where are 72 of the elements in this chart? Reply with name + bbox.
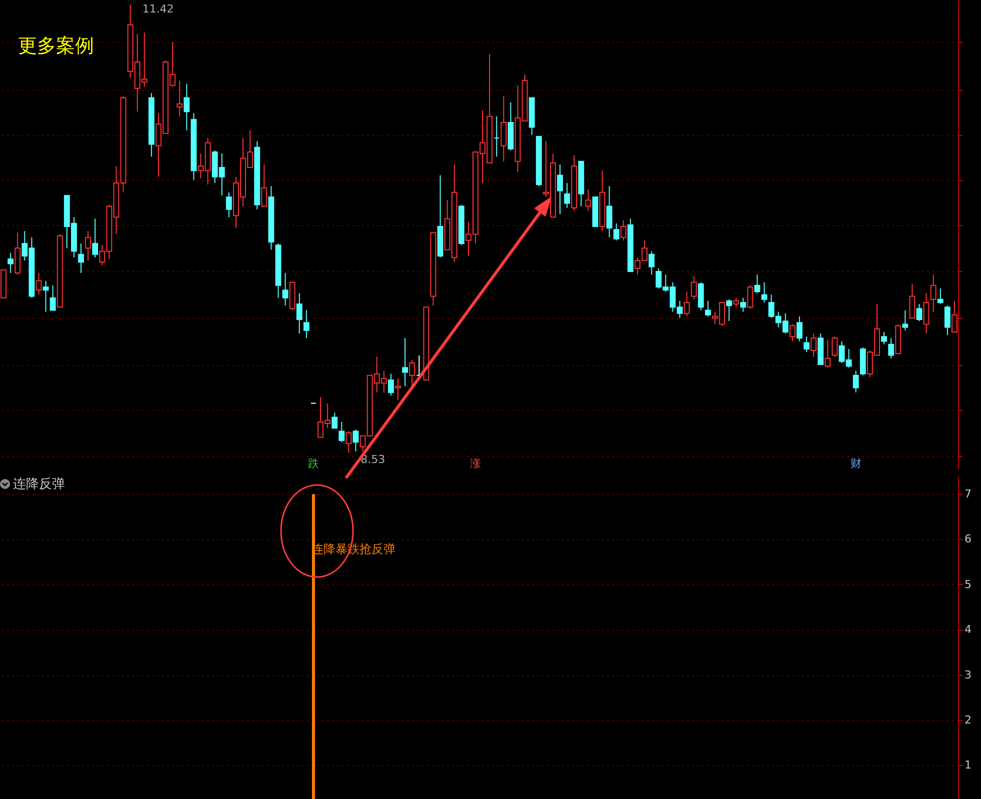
candlestick xyxy=(296,292,302,334)
annotation: 跌 xyxy=(308,457,319,470)
candlestick xyxy=(937,288,944,305)
candlestick xyxy=(952,300,958,332)
candlestick xyxy=(388,373,394,396)
candlestick xyxy=(690,276,697,300)
candlestick xyxy=(8,252,14,274)
candlestick xyxy=(733,297,740,308)
candlestick xyxy=(888,338,894,359)
candlestick xyxy=(790,324,796,342)
candlestick xyxy=(352,429,359,452)
candlestick xyxy=(881,331,887,345)
annotation: 涨 xyxy=(470,457,481,470)
candlestick xyxy=(810,333,817,358)
candlestick xyxy=(930,274,936,312)
candlestick xyxy=(402,338,408,387)
candlestick xyxy=(796,316,802,342)
candlestick xyxy=(804,336,810,353)
candlestick xyxy=(346,430,352,454)
candlestick xyxy=(85,230,92,262)
candlestick xyxy=(303,310,310,339)
candlestick xyxy=(613,222,620,241)
annotation: 财 xyxy=(850,457,862,470)
candlestick xyxy=(747,284,754,310)
y-tick-label: 3 xyxy=(964,668,972,682)
candlestick xyxy=(494,116,500,158)
candlestick xyxy=(606,186,612,238)
candlestick xyxy=(761,282,768,303)
candlestick xyxy=(754,274,760,294)
candlestick xyxy=(824,339,831,368)
candlestick xyxy=(50,284,56,311)
y-tick-label: 6 xyxy=(964,532,972,546)
y-tick-label: 5 xyxy=(964,578,972,591)
candlestick xyxy=(916,304,922,322)
candlestick xyxy=(902,310,908,331)
candlestick xyxy=(282,272,288,306)
candlestick xyxy=(923,292,930,334)
candlestick xyxy=(564,182,570,208)
candlestick xyxy=(338,421,345,443)
candlestick xyxy=(648,250,655,276)
candlestick xyxy=(852,370,859,393)
candlestick xyxy=(585,188,592,212)
y-tick-label: 7 xyxy=(964,488,972,501)
candlestick xyxy=(704,300,711,317)
candlestick xyxy=(944,305,950,336)
candlestick xyxy=(332,412,338,429)
y-tick-label: 4 xyxy=(964,623,972,636)
candlestick xyxy=(557,164,563,215)
candlestick xyxy=(176,80,183,117)
candlestick xyxy=(42,280,49,312)
candlestick xyxy=(226,192,232,218)
y-tick-label: 2 xyxy=(964,713,972,726)
candlestick xyxy=(698,282,704,311)
candlestick xyxy=(78,243,84,274)
candlestick xyxy=(500,96,507,162)
candlestick xyxy=(184,83,190,131)
candlestick xyxy=(416,354,422,378)
annotation: 11.42 xyxy=(142,2,174,16)
candlestick xyxy=(92,218,98,258)
candlestick xyxy=(832,336,838,358)
candlestick xyxy=(620,220,626,241)
candlestick xyxy=(726,298,732,322)
candlestick xyxy=(409,359,416,387)
annotation: 更多案例 xyxy=(18,35,94,57)
candlestick xyxy=(909,283,916,318)
candlestick xyxy=(740,297,746,312)
y-tick-label: 1 xyxy=(964,758,972,772)
candlestick xyxy=(261,164,268,207)
candlestick xyxy=(36,272,42,296)
candlestick xyxy=(395,378,401,401)
candlestick xyxy=(684,291,690,317)
chart-title: 连降反弹 xyxy=(13,477,65,492)
